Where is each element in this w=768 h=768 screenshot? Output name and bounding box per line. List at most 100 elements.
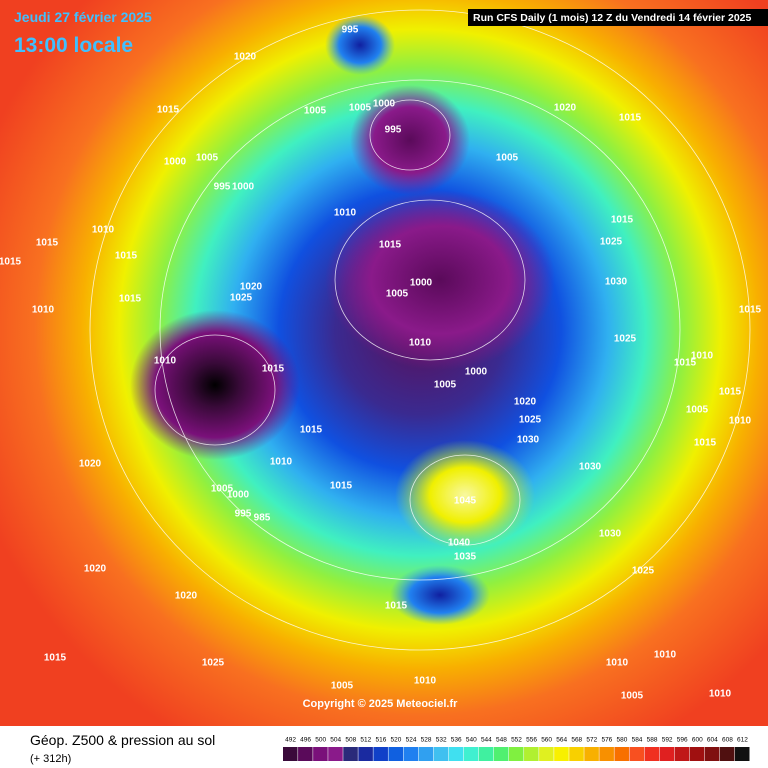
low xyxy=(325,190,555,370)
legend-swatch xyxy=(659,747,675,761)
isobar-label: 1005 xyxy=(686,405,709,416)
isobar-label: 1015 xyxy=(739,305,762,316)
isobar-label: 1020 xyxy=(234,52,257,63)
legend-label: 528 xyxy=(421,737,432,744)
legend-label: 496 xyxy=(300,737,311,744)
legend-swatch xyxy=(569,747,584,761)
isobar-label: 1000 xyxy=(164,157,187,168)
legend-swatch xyxy=(539,747,554,761)
legend-label: 540 xyxy=(466,737,477,744)
isobar-label: 1010 xyxy=(691,351,714,362)
isobar-label: 1030 xyxy=(579,462,602,473)
isobar-label: 1015 xyxy=(262,364,285,375)
isobar-label: 1005 xyxy=(211,484,234,495)
legend-label: 576 xyxy=(601,737,612,744)
date: Jeudi 27 février 2025 xyxy=(14,9,152,25)
legend-label: 604 xyxy=(707,737,718,744)
isobar-label: 1020 xyxy=(554,103,577,114)
isobar-label: 985 xyxy=(254,513,271,524)
isobar-label: 1015 xyxy=(379,240,402,251)
legend-swatch xyxy=(388,747,404,761)
legend-swatch xyxy=(478,747,494,761)
isobar-label: 1010 xyxy=(334,208,357,219)
legend-label: 508 xyxy=(345,737,356,744)
legend-label: 600 xyxy=(692,737,703,744)
isobar-label: 1035 xyxy=(454,552,477,563)
low xyxy=(350,85,470,195)
isobar-label: 1010 xyxy=(32,305,55,316)
legend-swatch xyxy=(358,747,373,761)
isobar-label: 1010 xyxy=(154,356,177,367)
legend-label: 536 xyxy=(451,737,462,744)
isobar-label: 1005 xyxy=(496,153,519,164)
legend-swatch xyxy=(403,747,419,761)
high xyxy=(395,440,535,550)
isobar-label: 1005 xyxy=(434,380,457,391)
legend-swatch xyxy=(448,747,464,761)
isobar-label: 1030 xyxy=(605,277,628,288)
isobar-label: 1025 xyxy=(230,293,253,304)
isobar-label: 1025 xyxy=(519,415,542,426)
isobar-label: 1015 xyxy=(300,425,323,436)
isobar-label: 1005 xyxy=(621,691,644,702)
isobar-label: 1015 xyxy=(694,438,717,449)
legend-label: 524 xyxy=(406,737,417,744)
isobar-label: 1015 xyxy=(44,653,67,664)
isobar-label: 1030 xyxy=(599,529,622,540)
isobar-label: 1000 xyxy=(232,182,255,193)
legend-label: 592 xyxy=(662,737,673,744)
isobar-label: 1000 xyxy=(465,367,488,378)
legend-label: 564 xyxy=(556,737,567,744)
legend-swatch xyxy=(508,747,524,761)
legend-label: 572 xyxy=(586,737,597,744)
legend-label: 492 xyxy=(285,737,296,744)
legend-swatch xyxy=(373,747,388,761)
isobar-label: 1015 xyxy=(119,294,142,305)
isobar-label: 1010 xyxy=(270,457,293,468)
isobar-label: 1000 xyxy=(410,278,433,289)
isobar-label: 1015 xyxy=(330,481,353,492)
legend-swatch xyxy=(313,747,328,761)
legend-swatch xyxy=(418,747,434,761)
isobar-label: 1010 xyxy=(654,650,677,661)
footer-title: Géop. Z500 & pression au sol xyxy=(30,732,215,748)
legend-label: 596 xyxy=(677,737,688,744)
isobar-label: 1030 xyxy=(517,435,540,446)
isobar-label: 1005 xyxy=(304,106,327,117)
isobar-label: 1000 xyxy=(227,490,250,501)
isobar-label: 1020 xyxy=(175,591,198,602)
isobar-label: 1015 xyxy=(0,257,22,268)
legend-swatch xyxy=(283,747,298,761)
legend-label: 588 xyxy=(647,737,658,744)
isobar-label: 1005 xyxy=(386,289,409,300)
isobar-label: 1025 xyxy=(202,658,225,669)
legend-label: 552 xyxy=(511,737,522,744)
copyright: Copyright © 2025 Meteociel.fr xyxy=(303,698,459,710)
legend-swatch xyxy=(644,747,660,761)
isobar-label: 1000 xyxy=(373,99,396,110)
isobar-label: 1010 xyxy=(606,658,629,669)
legend-label: 500 xyxy=(315,737,326,744)
isobar-label: 1040 xyxy=(448,538,471,549)
isobar-label: 1045 xyxy=(454,496,477,507)
isobar-label: 995 xyxy=(214,182,231,193)
isobar-label: 1015 xyxy=(611,215,634,226)
isobar-label: 1010 xyxy=(92,225,115,236)
legend-swatch xyxy=(524,747,539,761)
legend-label: 568 xyxy=(571,737,582,744)
legend-label: 520 xyxy=(391,737,402,744)
legend-swatch xyxy=(433,747,449,761)
run-info: Run CFS Daily (1 mois) 12 Z du Vendredi … xyxy=(473,12,752,24)
isobar-label: 1015 xyxy=(115,251,138,262)
legend-swatch xyxy=(719,747,735,761)
legend-swatch xyxy=(298,747,313,761)
legend-swatch xyxy=(343,747,358,761)
isobar-label: 1015 xyxy=(619,113,642,124)
isobar-label: 1010 xyxy=(709,689,732,700)
isobar-label: 1005 xyxy=(196,153,219,164)
legend-swatch xyxy=(734,747,750,761)
legend-swatch xyxy=(463,747,479,761)
isobar-label: 1025 xyxy=(632,566,655,577)
